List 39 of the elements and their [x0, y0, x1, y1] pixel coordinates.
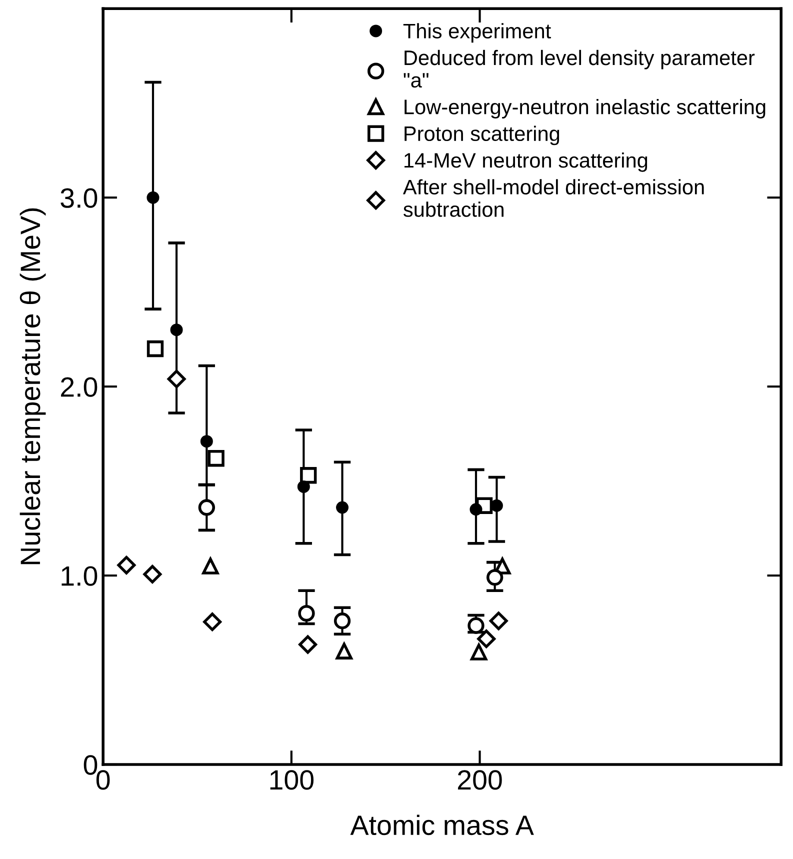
point: [470, 503, 482, 516]
point: [334, 612, 351, 630]
legend-label: This experiment: [403, 23, 551, 43]
point: [297, 480, 310, 493]
y-tick-label: 0: [84, 755, 98, 775]
point: [489, 612, 508, 630]
y-tick-label: 1.0: [62, 566, 98, 586]
point: [486, 569, 504, 586]
x-tick-label: 100: [270, 770, 314, 790]
point: [146, 191, 160, 204]
point: [208, 450, 224, 467]
x-tick-label: 200: [458, 770, 502, 790]
legend-label: 14-MeV neutron scattering: [404, 152, 648, 172]
point: [202, 558, 219, 574]
x-axis-title: Atomic mass A: [350, 814, 534, 836]
point: [336, 501, 349, 514]
point: [200, 435, 213, 448]
x-tick-label: 0: [96, 770, 110, 790]
legend-label: Proton scattering: [404, 126, 560, 146]
y-tick-label: 3.0: [60, 188, 98, 208]
legend-label: Low-energy-neutron inelastic scattering: [404, 99, 766, 118]
point: [468, 617, 484, 634]
point: [146, 340, 164, 358]
point: [143, 564, 162, 584]
point: [203, 612, 222, 632]
legend-label: After shell-model direct-emission subtraction: [402, 179, 704, 217]
point: [170, 324, 183, 336]
point: [477, 630, 496, 648]
point: [470, 644, 488, 660]
y-tick-label: 2.0: [61, 377, 98, 397]
point: [298, 604, 315, 622]
point: [167, 370, 186, 388]
point: [198, 499, 216, 516]
y-axis-title: Nuclear temperature θ (MeV): [20, 208, 46, 564]
point: [300, 467, 317, 484]
point: [298, 635, 318, 654]
legend-label: Deduced from level density parameter "a": [404, 50, 755, 88]
point: [336, 642, 352, 660]
point: [117, 556, 136, 574]
